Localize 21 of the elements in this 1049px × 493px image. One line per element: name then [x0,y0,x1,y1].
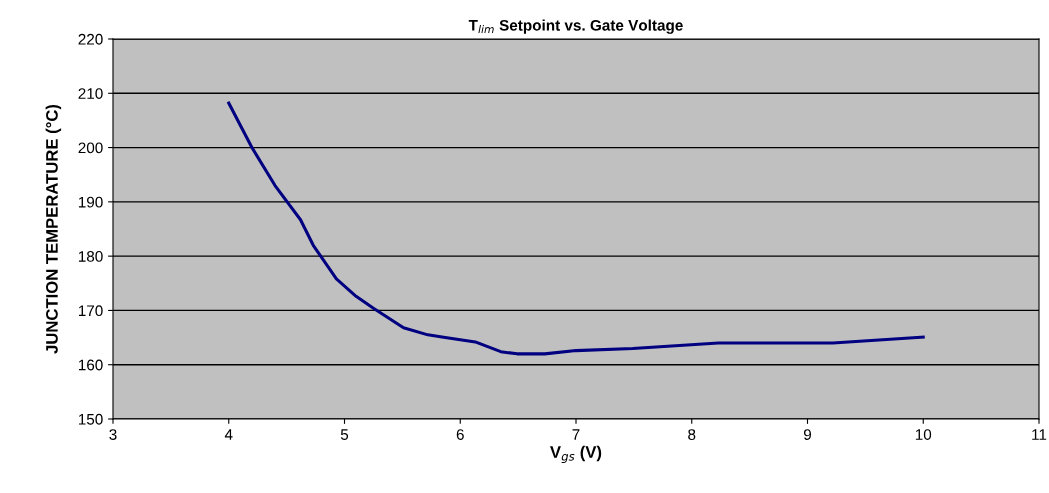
y-tick-label: 210 [78,88,103,99]
x-tick-label: 4 [224,429,233,440]
x-tick-label: 8 [688,429,696,440]
chart-title: T$_{lim}$ Setpoint vs. Gate Voltage [468,19,683,34]
line-series [227,101,925,356]
y-tick-label: 150 [78,413,103,425]
y-tick-label: 190 [78,196,103,208]
y-tick-label: 200 [78,142,103,154]
y-tick-label: 180 [78,251,103,262]
x-tick-label: 9 [803,429,812,440]
x-tick-label: 10 [915,429,932,440]
x-tick-label: 7 [572,429,580,440]
x-tick-label: 5 [340,429,349,440]
x-tick-label: 6 [456,429,464,440]
x-tick-label: 11 [1032,429,1047,440]
x-tick-label: 3 [109,429,117,440]
y-tick-label: 220 [78,33,103,45]
y-tick-label: 170 [78,305,103,317]
x-axis-title: V$_{gs}$ (V) [550,445,602,463]
y-axis-title: JUNCTION TEMPERATURE (°C) [45,104,62,354]
y-tick-label: 160 [78,359,103,371]
